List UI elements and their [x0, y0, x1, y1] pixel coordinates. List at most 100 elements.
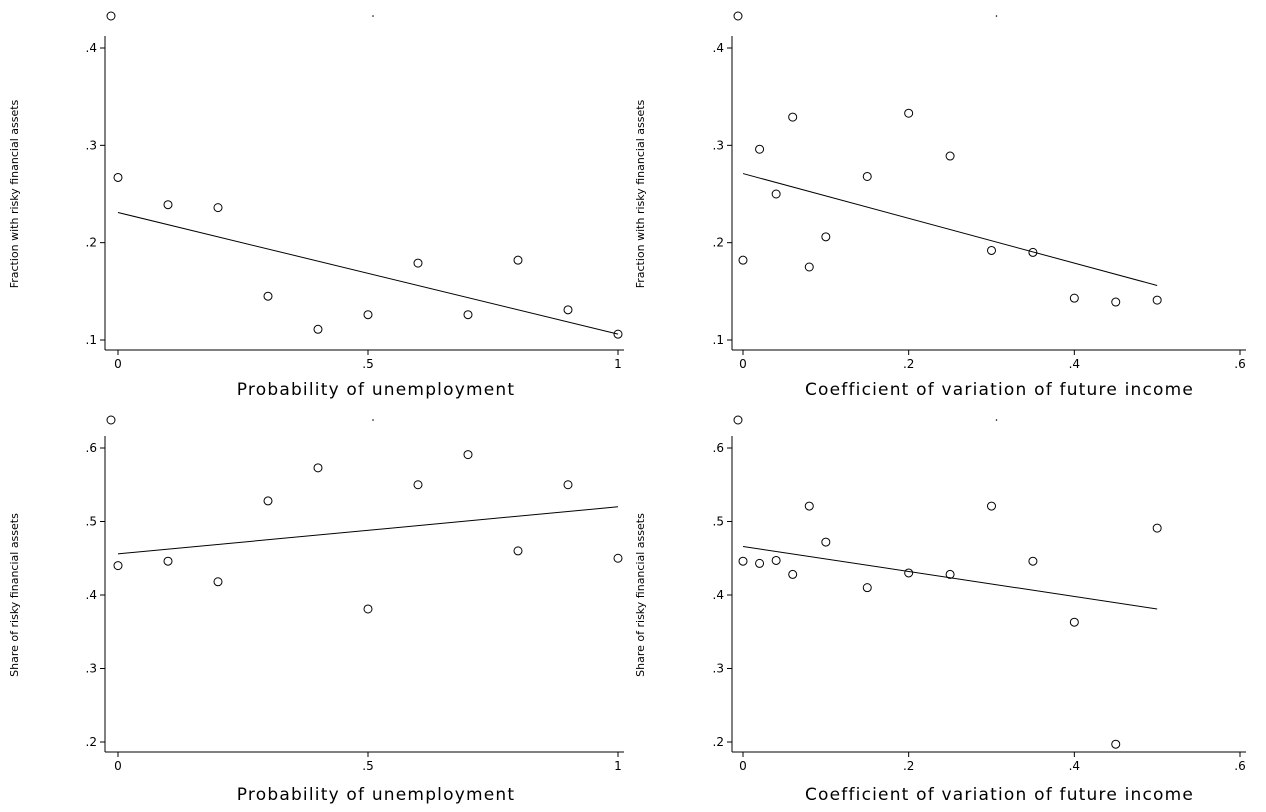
panel-3: .2 .3 .4 .5 .6 0 .5 1 Probability of unemploymen…: [8, 415, 624, 805]
data-point: [463, 310, 473, 320]
data-point: [513, 546, 523, 556]
x-tick-label: .2: [903, 759, 914, 773]
data-point: [804, 262, 814, 272]
y-tick-label: .5: [86, 515, 97, 529]
y-tick-label: .6: [713, 441, 724, 455]
fit-line: [117, 506, 619, 555]
y-axis-title: Fraction with risky financial assets: [634, 99, 647, 288]
data-point: [563, 305, 573, 315]
y-tick-label: .2: [86, 735, 97, 749]
y-axis-title: Share of risky financial assets: [634, 513, 647, 677]
fit-line: [742, 545, 1158, 610]
data-point: [613, 329, 623, 339]
data-point: [1111, 297, 1121, 307]
y-tick-label: .2: [713, 236, 724, 250]
y-tick-label: .4: [713, 41, 724, 55]
data-point: [804, 501, 814, 511]
data-point: [755, 558, 765, 568]
y-tick-label: .3: [713, 138, 724, 152]
data-point: [738, 255, 748, 265]
x-tick-label: 0: [114, 357, 122, 371]
top-dot: [995, 15, 998, 17]
data-point: [313, 463, 323, 473]
y-tick-label: .3: [713, 662, 724, 676]
x-tick-label: .4: [1069, 357, 1080, 371]
x-tick-label: .5: [362, 759, 373, 773]
data-point: [163, 200, 173, 210]
x-tick-label: .4: [1069, 759, 1080, 773]
fit-line: [742, 173, 1158, 286]
data-point: [945, 151, 955, 161]
data-point: [263, 291, 273, 301]
data-point: [1028, 247, 1038, 257]
data-point: [788, 569, 798, 579]
y-tick-label: .5: [713, 515, 724, 529]
data-point: [1111, 739, 1121, 749]
data-point: [213, 577, 223, 587]
y-axis-title: Share of risky financial assets: [8, 513, 21, 677]
x-axis-title: Probability of unemployment: [237, 380, 515, 400]
data-point: [1069, 617, 1079, 627]
data-point: [1152, 295, 1162, 305]
panel-2: .1 .2 .3 .4 0 .2 .4 .6 Coefficient of variation …: [634, 11, 1246, 400]
data-point: [904, 108, 914, 118]
data-point: [263, 496, 273, 506]
x-tick-label: .6: [1234, 357, 1245, 371]
data-point: [213, 203, 223, 213]
data-point: [513, 255, 523, 265]
top-marker: [106, 11, 116, 21]
data-point: [788, 112, 798, 122]
data-point: [738, 556, 748, 566]
data-point: [363, 310, 373, 320]
data-point: [413, 258, 423, 268]
x-tick-label: .6: [1234, 759, 1245, 773]
data-point: [563, 480, 573, 490]
x-tick-label: .2: [903, 357, 914, 371]
y-tick-label: .6: [86, 441, 97, 455]
data-point: [363, 604, 373, 614]
data-point: [1028, 556, 1038, 566]
y-tick-label: .2: [86, 236, 97, 250]
x-tick-label: .5: [362, 357, 373, 371]
fit-line: [117, 212, 619, 335]
y-tick-label: .1: [86, 333, 97, 347]
data-point: [945, 569, 955, 579]
x-axis-title: Coefficient of variation of future incom…: [805, 380, 1194, 400]
x-tick-label: 1: [614, 759, 622, 773]
y-tick-label: .4: [86, 588, 97, 602]
data-point: [862, 583, 872, 593]
x-tick-label: 0: [114, 759, 122, 773]
data-point: [821, 537, 831, 547]
data-point: [862, 171, 872, 181]
y-tick-label: .3: [86, 662, 97, 676]
y-tick-label: .4: [86, 41, 97, 55]
y-axis-title: Fraction with risky financial assets: [8, 99, 21, 288]
data-point: [1069, 293, 1079, 303]
x-tick-label: 0: [739, 759, 747, 773]
y-tick-label: .1: [713, 333, 724, 347]
top-dot: [372, 419, 374, 421]
data-point: [163, 556, 173, 566]
x-tick-label: 0: [739, 357, 747, 371]
panel-4: .2 .3 .4 .5 .6 0 .2 .4 .6 Coefficient of variatio…: [634, 415, 1246, 805]
data-point: [987, 501, 996, 511]
data-point: [113, 172, 123, 182]
data-point: [313, 324, 323, 334]
data-point: [771, 555, 781, 565]
data-point: [755, 144, 765, 154]
top-marker: [733, 11, 743, 21]
data-point: [113, 561, 123, 571]
y-tick-label: .2: [713, 735, 724, 749]
x-axis-title: Coefficient of variation of future incom…: [805, 785, 1194, 805]
data-point: [413, 480, 423, 490]
data-point: [613, 553, 623, 563]
data-point: [771, 189, 781, 199]
y-tick-label: .4: [713, 588, 724, 602]
data-point: [821, 232, 831, 242]
y-tick-label: .3: [86, 138, 97, 152]
data-point: [463, 450, 473, 460]
panel-1: .1 .2 .3 .4 0 .5 1 Probability of unemployment F…: [8, 11, 624, 400]
x-axis-title: Probability of unemployment: [237, 785, 515, 805]
top-marker: [733, 415, 743, 425]
